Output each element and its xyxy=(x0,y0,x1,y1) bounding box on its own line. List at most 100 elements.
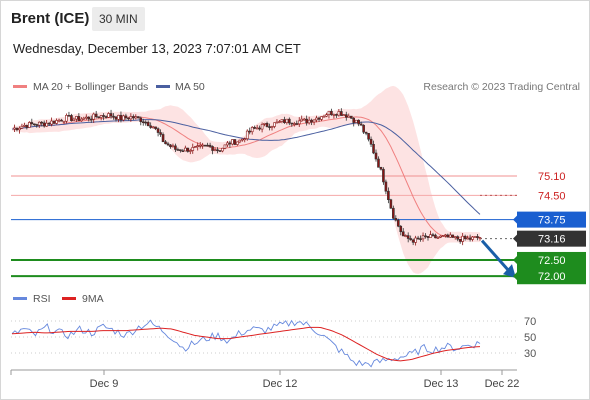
candle-body xyxy=(325,114,328,117)
candle-body xyxy=(231,139,234,145)
candle-body xyxy=(444,234,447,237)
candle-body xyxy=(327,110,331,116)
price-level-label: 73.75 xyxy=(538,215,566,227)
price-level-label: 75.10 xyxy=(538,171,566,183)
price-level-label: 74.50 xyxy=(538,190,566,202)
ma9-legend-swatch xyxy=(62,297,76,300)
candle-body xyxy=(60,119,63,122)
candle-body xyxy=(387,190,390,201)
candle-body xyxy=(453,236,457,238)
candle-body xyxy=(221,147,224,152)
candle-body xyxy=(367,133,370,140)
candle-body xyxy=(434,234,437,239)
rsi-tick-label: 30 xyxy=(524,348,536,360)
candle-body xyxy=(330,110,333,116)
rsi-ma9-line xyxy=(11,326,481,362)
candle-body xyxy=(305,118,308,124)
candle-body xyxy=(216,149,219,152)
candle-body xyxy=(89,118,93,121)
candle-body xyxy=(389,199,393,209)
candle-body xyxy=(84,116,88,119)
candle-body xyxy=(218,150,222,152)
x-tick-label: Dec 13 xyxy=(424,378,459,390)
candle-body xyxy=(151,126,155,129)
candle-body xyxy=(144,121,148,124)
candle-body xyxy=(280,119,284,122)
candle-body xyxy=(300,118,304,122)
candle-body xyxy=(102,115,105,117)
candle-body xyxy=(188,150,192,152)
candle-body xyxy=(439,235,442,238)
candle-body xyxy=(315,117,318,121)
candle-body xyxy=(456,236,460,240)
support-level-label: 72.00 xyxy=(538,271,566,283)
candle-body xyxy=(461,235,464,242)
candle-body xyxy=(164,141,167,145)
candle-body xyxy=(65,115,68,122)
candle-body xyxy=(206,144,209,147)
candle-body xyxy=(295,123,299,125)
candle-body xyxy=(156,128,160,133)
candle-body xyxy=(278,121,281,123)
candle-body xyxy=(238,139,242,143)
candle-body xyxy=(40,121,44,124)
candle-body xyxy=(253,127,256,129)
candle-body xyxy=(307,119,311,124)
candle-body xyxy=(362,124,365,133)
timeframe-button[interactable]: 30 MIN xyxy=(92,7,145,31)
candle-body xyxy=(426,236,430,238)
candle-body xyxy=(273,122,276,127)
price-level-label-pointer xyxy=(513,215,517,224)
ma20-legend-swatch xyxy=(13,85,27,88)
candle-body xyxy=(411,239,415,243)
candle-body xyxy=(260,124,264,130)
candle-body xyxy=(228,142,232,145)
candle-body xyxy=(416,237,420,240)
candle-body xyxy=(211,146,214,151)
candle-body xyxy=(396,219,400,227)
candle-body xyxy=(354,119,358,123)
candle-body xyxy=(181,150,185,153)
candle-body xyxy=(290,122,294,125)
candle-body xyxy=(250,127,254,133)
candle-body xyxy=(109,113,113,117)
ma50-legend-label: MA 50 xyxy=(175,81,205,93)
rsi-tick-label: 70 xyxy=(524,316,536,328)
candle-body xyxy=(382,168,385,183)
candle-body xyxy=(166,143,170,146)
candle-body xyxy=(297,120,301,125)
candle-body xyxy=(124,115,128,119)
candle-body xyxy=(107,113,110,118)
candle-body xyxy=(258,127,261,130)
candle-body xyxy=(213,149,217,152)
rsi-panel: 70 50 30 xyxy=(11,316,536,368)
candle-body xyxy=(50,120,53,125)
candle-body xyxy=(399,225,403,233)
rsi-tick-label: 50 xyxy=(524,332,536,344)
candle-body xyxy=(47,122,51,125)
price-level-label-pointer xyxy=(513,255,517,264)
candle-body xyxy=(349,115,353,119)
x-axis: Dec 9 Dec 12 Dec 13 Dec 22 xyxy=(10,370,519,390)
price-level-label-pointer xyxy=(513,234,517,243)
candle-body xyxy=(384,181,388,192)
candle-body xyxy=(97,116,100,119)
candle-body xyxy=(42,122,46,127)
support-zone-block xyxy=(517,251,586,285)
candle-body xyxy=(139,117,143,122)
candle-body xyxy=(317,117,321,120)
forecast-arrow-head xyxy=(503,264,516,279)
candle-body xyxy=(179,149,182,152)
candle-body xyxy=(409,238,412,241)
candle-body xyxy=(335,114,338,116)
candle-body xyxy=(122,115,125,121)
candle-body xyxy=(45,122,48,127)
candle-body xyxy=(270,126,274,128)
candle-body xyxy=(463,235,467,239)
candle-body xyxy=(240,138,244,141)
candle-body xyxy=(198,145,202,147)
candle-body xyxy=(32,123,36,126)
candle-body xyxy=(436,237,440,239)
candle-body xyxy=(201,144,204,147)
